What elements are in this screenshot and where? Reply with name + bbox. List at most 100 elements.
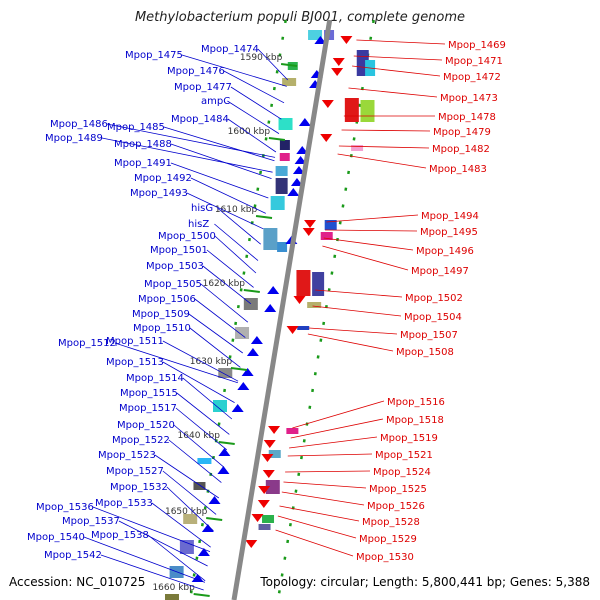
right-gene-leader-16 xyxy=(292,400,385,429)
left-gene-label-24: Mpop_1513 xyxy=(106,357,164,368)
kbp-tick-mark-1 xyxy=(268,137,286,141)
left-gene-label-23: Mpop_1511 xyxy=(106,336,164,347)
gene-arrow-4 xyxy=(296,146,309,154)
left-gene-leader-24 xyxy=(162,361,235,403)
left-gene-label-27: Mpop_1517 xyxy=(119,403,177,414)
left-gene-label-2: Mpop_1476 xyxy=(167,66,225,77)
left-gene-label-3: Mpop_1477 xyxy=(174,82,232,93)
left-gene-label-26: Mpop_1515 xyxy=(120,388,178,399)
kbp-tick-mark-0 xyxy=(280,63,298,67)
left-gene-label-33: Mpop_1533 xyxy=(95,498,153,509)
left-gene-label-16: Mpop_1501 xyxy=(150,245,208,256)
gene-arrow-33 xyxy=(263,440,276,448)
right-gene-label-23: Mpop_1528 xyxy=(362,517,420,528)
gene-arrow-26 xyxy=(321,100,334,108)
gene-feature-block-19 xyxy=(179,540,194,554)
left-gene-leader-13 xyxy=(217,207,261,245)
left-gene-leader-31 xyxy=(162,470,217,515)
left-gene-leader-28 xyxy=(173,424,225,468)
gene-arrow-32 xyxy=(268,426,281,434)
gene-arrow-39 xyxy=(245,540,258,548)
right-gene-leader-21 xyxy=(283,481,367,489)
left-gene-label-21: Mpop_1510 xyxy=(133,323,191,334)
gene-feature-block-24 xyxy=(344,98,359,122)
gene-feature-block-35 xyxy=(265,480,280,494)
right-gene-label-12: Mpop_1502 xyxy=(405,293,463,304)
right-gene-label-5: Mpop_1479 xyxy=(433,127,491,138)
right-gene-leader-1 xyxy=(353,55,443,61)
gene-feature-block-21 xyxy=(164,594,179,600)
gene-feature-block-36 xyxy=(262,515,275,523)
accession-label: Accession: NC_010725 xyxy=(9,575,146,589)
right-gene-leader-24 xyxy=(277,515,357,539)
gene-feature-block-4 xyxy=(278,118,293,130)
left-gene-leader-11 xyxy=(190,177,266,214)
left-gene-leader-35 xyxy=(118,520,208,567)
left-gene-leader-17 xyxy=(202,265,252,305)
left-gene-label-14: hisZ xyxy=(188,219,209,230)
kbp-tick-label-6: 1650 kbp xyxy=(165,507,208,517)
gene-feature-block-25 xyxy=(360,100,375,122)
left-gene-label-13: hisG xyxy=(191,203,213,214)
left-gene-leader-2 xyxy=(223,70,285,104)
left-gene-label-5: Mpop_1484 xyxy=(171,114,229,125)
gene-arrow-31 xyxy=(286,326,299,334)
right-gene-leader-18 xyxy=(289,436,378,449)
left-gene-leader-38 xyxy=(100,554,204,591)
right-gene-label-8: Mpop_1494 xyxy=(421,211,479,222)
left-gene-leader-22 xyxy=(114,342,238,384)
left-gene-leader-15 xyxy=(214,235,257,274)
right-gene-leader-11 xyxy=(322,245,409,271)
gene-feature-block-17 xyxy=(193,482,206,490)
gene-arrow-5 xyxy=(294,156,307,164)
right-gene-label-19: Mpop_1521 xyxy=(375,450,433,461)
left-gene-leader-3 xyxy=(230,86,282,120)
gene-feature-block-0 xyxy=(308,30,323,40)
gene-feature-block-9 xyxy=(270,196,285,210)
kbp-tick-label-4: 1630 kbp xyxy=(190,357,233,367)
left-gene-leader-29 xyxy=(168,439,222,483)
left-gene-label-29: Mpop_1522 xyxy=(112,435,170,446)
right-gene-leader-0 xyxy=(356,39,446,45)
right-gene-leader-25 xyxy=(275,529,354,557)
gene-arrow-27 xyxy=(320,134,333,142)
gene-arrow-38 xyxy=(251,514,264,522)
left-gene-leader-18 xyxy=(200,283,249,323)
kbp-tick-mark-4 xyxy=(230,367,248,371)
topology-label: Topology: circular; Length: 5,800,441 bp… xyxy=(260,575,590,589)
left-gene-label-31: Mpop_1527 xyxy=(106,466,164,477)
right-gene-label-18: Mpop_1519 xyxy=(380,433,438,444)
map-title: Methylobacterium populi BJ001, complete … xyxy=(134,10,466,25)
gene-arrow-0 xyxy=(314,36,327,44)
gene-arrow-7 xyxy=(290,178,303,186)
left-gene-leader-10 xyxy=(170,162,269,199)
right-gene-leader-14 xyxy=(308,327,398,335)
right-gene-leader-9 xyxy=(325,229,418,232)
left-gene-leader-20 xyxy=(188,313,243,354)
kbp-tick-mark-2 xyxy=(255,215,273,219)
left-gene-leader-12 xyxy=(186,192,264,230)
left-gene-label-32: Mpop_1532 xyxy=(110,482,168,493)
gene-feature-block-32 xyxy=(297,326,310,330)
gene-arrow-6 xyxy=(292,166,305,174)
gene-arrow-11 xyxy=(264,304,277,312)
left-gene-leader-16 xyxy=(206,249,254,288)
gene-feature-block-37 xyxy=(258,524,271,530)
left-gene-leader-6 xyxy=(106,123,276,158)
left-gene-label-4: ampC xyxy=(201,96,230,107)
left-gene-leader-32 xyxy=(166,486,214,532)
gene-arrow-12 xyxy=(250,336,263,344)
gene-arrow-23 xyxy=(340,36,353,44)
left-gene-label-1: Mpop_1475 xyxy=(125,50,183,61)
right-gene-label-7: Mpop_1483 xyxy=(429,164,487,175)
gene-arrow-21 xyxy=(197,548,210,556)
left-gene-leader-27 xyxy=(175,407,228,451)
gene-feature-block-29 xyxy=(296,270,311,296)
left-gene-label-6: Mpop_1486 xyxy=(50,119,108,130)
left-gene-leader-36 xyxy=(83,536,206,583)
left-gene-label-25: Mpop_1514 xyxy=(126,373,184,384)
left-gene-leader-4 xyxy=(227,100,280,134)
right-gene-leader-12 xyxy=(315,289,403,298)
gene-feature-block-31 xyxy=(307,302,322,308)
